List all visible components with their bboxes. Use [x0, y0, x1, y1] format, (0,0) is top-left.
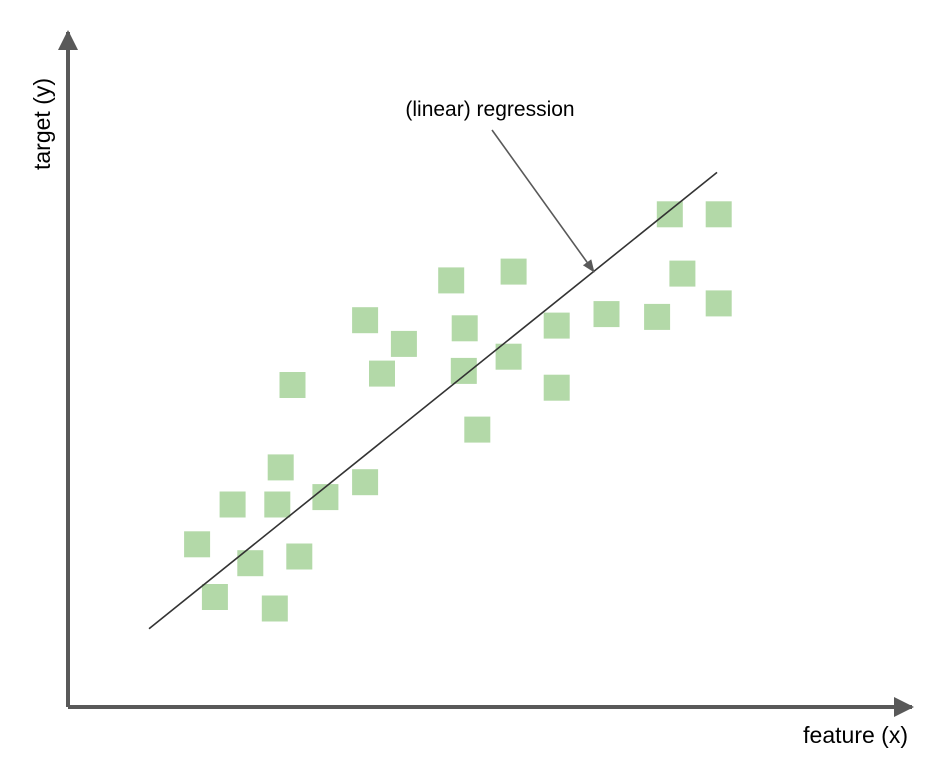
- data-point-15: [438, 267, 465, 294]
- data-point-10: [312, 484, 339, 511]
- data-point-17: [450, 357, 477, 384]
- data-point-12: [352, 307, 379, 334]
- data-point-9: [279, 372, 306, 398]
- data-point-2: [219, 491, 246, 518]
- data-point-22: [543, 374, 570, 401]
- regression-line: [148, 171, 718, 630]
- data-point-27: [705, 201, 732, 228]
- data-point-13: [369, 360, 395, 387]
- data-point-19: [495, 343, 522, 370]
- x-axis-label: feature (x): [803, 722, 908, 748]
- data-point-25: [656, 201, 683, 228]
- data-point-1: [184, 531, 211, 558]
- data-point-6: [264, 491, 291, 518]
- data-point-7: [267, 454, 294, 481]
- data-point-5: [261, 595, 288, 622]
- data-point-11: [352, 469, 379, 496]
- data-point-20: [500, 258, 527, 285]
- data-point-28: [705, 290, 732, 317]
- data-point-16: [451, 315, 478, 342]
- data-point-23: [593, 301, 620, 328]
- data-points: [184, 201, 732, 622]
- data-point-24: [644, 303, 671, 330]
- data-point-3: [201, 584, 228, 610]
- data-point-14: [390, 330, 417, 357]
- y-axis-label: target (y): [29, 78, 55, 170]
- annotation-arrow: [491, 129, 595, 273]
- data-point-18: [464, 416, 491, 443]
- data-point-21: [543, 312, 570, 339]
- regression-annotation: (linear) regression: [405, 98, 574, 121]
- data-point-8: [286, 543, 313, 570]
- data-point-26: [669, 260, 696, 287]
